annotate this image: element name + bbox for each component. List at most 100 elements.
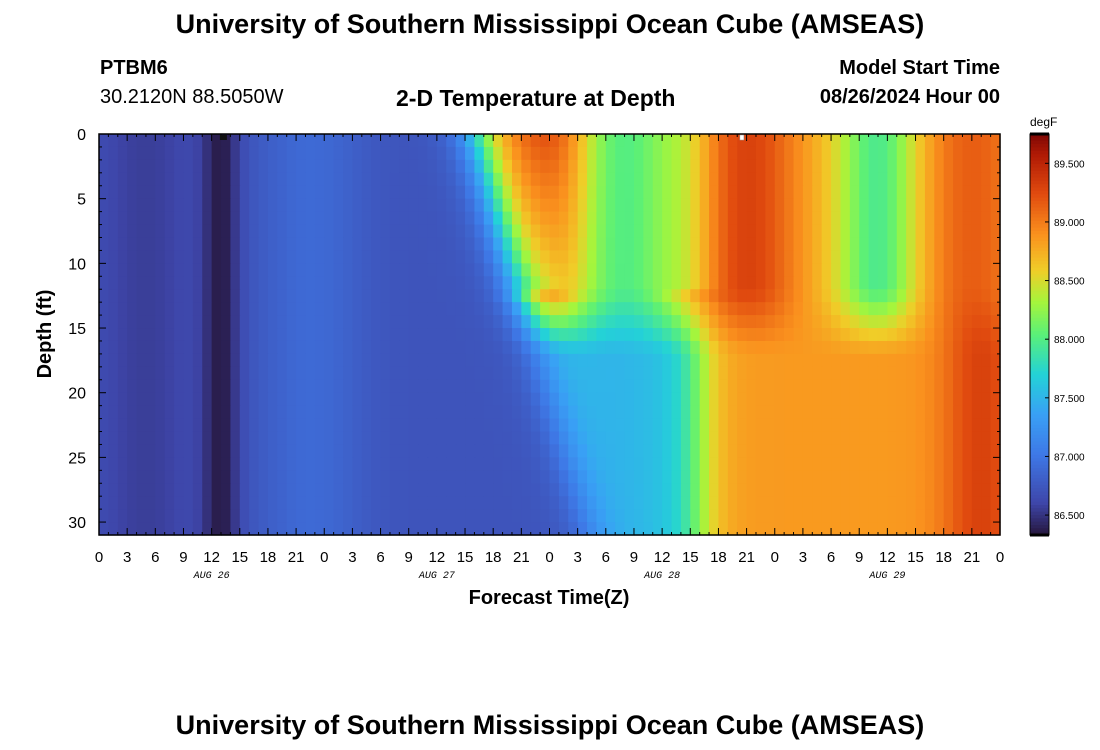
- heatmap-cell: [389, 172, 400, 187]
- heatmap-cell: [793, 457, 804, 471]
- heatmap-cell: [314, 315, 325, 329]
- heatmap-cell: [990, 496, 1001, 510]
- heatmap-cell: [699, 276, 710, 290]
- heatmap-cell: [493, 392, 504, 407]
- heatmap-cell: [324, 366, 335, 381]
- heatmap-cell: [558, 159, 569, 174]
- heatmap-cell: [333, 431, 344, 446]
- heatmap-cell: [549, 418, 560, 433]
- heatmap-cell: [155, 263, 166, 277]
- heatmap-cell: [136, 211, 147, 226]
- heatmap-cell: [849, 302, 860, 316]
- heatmap-cell: [127, 444, 138, 458]
- heatmap-cell: [605, 444, 616, 458]
- heatmap-cell: [962, 470, 973, 484]
- heatmap-cell: [155, 496, 166, 510]
- heatmap-cell: [690, 159, 701, 174]
- heatmap-cell: [671, 211, 682, 226]
- heatmap-cell: [324, 444, 335, 458]
- heatmap-cell: [662, 134, 673, 148]
- heatmap-cell: [934, 444, 945, 458]
- heatmap-cell: [455, 159, 466, 174]
- heatmap-cell: [465, 302, 476, 316]
- heatmap-cell: [446, 379, 457, 394]
- heatmap-cell: [455, 315, 466, 329]
- heatmap-cell: [371, 509, 382, 523]
- heatmap-cell: [849, 444, 860, 458]
- heatmap-cell: [906, 134, 917, 148]
- heatmap-cell: [746, 431, 757, 446]
- colorbar-swatch: [1030, 220, 1049, 225]
- heatmap-cell: [493, 470, 504, 484]
- heatmap-cell: [117, 431, 128, 446]
- heatmap-cell: [906, 483, 917, 497]
- surface-marker: [739, 134, 745, 141]
- heatmap-cell: [436, 340, 447, 355]
- heatmap-cell: [840, 328, 851, 342]
- heatmap-cell: [192, 418, 203, 433]
- colorbar-swatch: [1030, 204, 1049, 209]
- y-axis-title: Depth (ft): [34, 290, 56, 379]
- heatmap-cell: [511, 263, 522, 277]
- heatmap-cell: [915, 263, 926, 277]
- heatmap-cell: [953, 276, 964, 290]
- heatmap-cell: [831, 509, 842, 523]
- heatmap-cell: [981, 431, 992, 446]
- heatmap-cell: [915, 172, 926, 187]
- heatmap-cell: [840, 263, 851, 277]
- heatmap-cell: [962, 172, 973, 187]
- colorbar-swatch: [1030, 194, 1049, 199]
- heatmap-cell: [465, 328, 476, 342]
- heatmap-cell: [296, 146, 307, 161]
- colorbar-swatch: [1030, 170, 1049, 175]
- heatmap-cell: [615, 159, 626, 174]
- heatmap-cell: [502, 159, 513, 174]
- heatmap-cell: [174, 302, 185, 316]
- heatmap-cell: [249, 185, 260, 200]
- heatmap-cell: [662, 379, 673, 394]
- heatmap-cell: [596, 457, 607, 471]
- heatmap-cell: [755, 431, 766, 446]
- heatmap-cell: [662, 302, 673, 316]
- heatmap-cell: [737, 418, 748, 433]
- heatmap-cell: [164, 353, 175, 368]
- heatmap-cell: [709, 366, 720, 381]
- heatmap-cell: [540, 185, 551, 200]
- heatmap-cell: [840, 457, 851, 471]
- heatmap-cell: [117, 276, 128, 290]
- heatmap-cell: [380, 366, 391, 381]
- heatmap-cell: [258, 509, 269, 523]
- heatmap-cell: [680, 211, 691, 226]
- colorbar-swatch: [1030, 384, 1049, 389]
- heatmap-cell: [221, 328, 231, 342]
- heatmap-cell: [192, 159, 203, 174]
- heatmap-cell: [249, 224, 260, 239]
- heatmap-cell: [446, 483, 457, 497]
- heatmap-cell: [877, 134, 888, 148]
- heatmap-cell: [906, 302, 917, 316]
- heatmap-cell: [821, 315, 832, 329]
- heatmap-cell: [343, 509, 354, 523]
- heatmap-cell: [427, 134, 438, 148]
- colorbar-swatch: [1030, 247, 1049, 252]
- y-tick-label: 10: [68, 256, 86, 273]
- x-tick-label: 18: [935, 549, 952, 566]
- heatmap-cell: [455, 263, 466, 277]
- heatmap-cell: [427, 250, 438, 264]
- heatmap-cell: [981, 392, 992, 407]
- heatmap-cell: [868, 431, 879, 446]
- heatmap-cell: [577, 315, 588, 329]
- heatmap-cell: [99, 302, 109, 316]
- heatmap-cell: [990, 172, 1001, 187]
- heatmap-cell: [117, 353, 128, 368]
- heatmap-cell: [709, 340, 720, 355]
- heatmap-cell: [277, 470, 288, 484]
- heatmap-cell: [887, 444, 898, 458]
- heatmap-cell: [483, 392, 494, 407]
- heatmap-cell: [568, 289, 579, 303]
- heatmap-cell: [915, 379, 926, 394]
- heatmap-cell: [239, 263, 250, 277]
- heatmap-cell: [314, 470, 325, 484]
- heatmap-cell: [483, 496, 494, 510]
- heatmap-cell: [258, 328, 269, 342]
